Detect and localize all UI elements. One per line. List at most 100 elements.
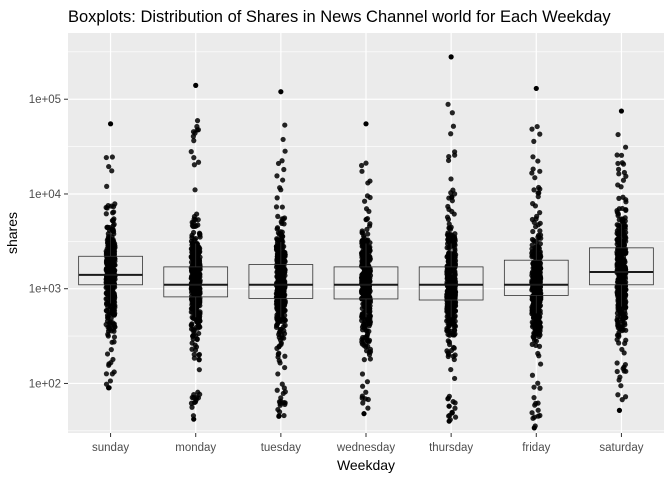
min-point [616,407,623,413]
iqr-box [418,266,484,301]
data-point [531,237,537,244]
data-point [532,175,538,181]
y-tick-label: 1e+02 [29,378,61,390]
data-point [530,273,536,279]
data-point [365,284,371,290]
data-point [619,397,625,403]
data-point [361,337,367,343]
data-point [190,133,196,139]
data-point [104,291,110,297]
data-point [614,360,620,366]
data-point [280,300,286,306]
data-point [531,187,537,193]
data-point [445,317,451,323]
data-point [535,350,541,357]
data-point [620,177,627,183]
data-point [359,395,365,401]
data-point [537,252,543,258]
data-point [189,394,195,401]
data-point [447,330,453,336]
data-point [364,253,370,259]
data-point [367,268,373,275]
x-axis-title: Weekday [337,457,395,473]
data-point [188,322,195,328]
data-point [279,270,285,277]
data-point [196,289,202,295]
data-point [530,334,536,340]
data-point [622,224,628,230]
min-point [276,413,282,419]
data-point [448,176,454,182]
data-point [361,342,367,348]
data-point [280,136,286,143]
max-point [363,121,369,127]
data-point [104,259,110,265]
data-point [537,168,543,174]
data-point [615,166,622,173]
data-point [109,168,115,174]
data-point [619,205,625,212]
data-point [531,395,537,401]
data-point [451,211,457,217]
data-point [194,304,200,311]
data-point [536,330,542,336]
data-point [535,158,541,164]
data-point [451,258,457,265]
y-axis: 1e+02 1e+03 1e+04 1e+05 [29,94,68,390]
data-point [191,355,197,361]
data-point [447,244,453,250]
data-point [446,403,452,409]
data-point [103,211,109,217]
data-point [445,157,452,164]
box-thursday [418,243,484,318]
data-point [190,219,197,226]
data-point [107,301,113,307]
data-point [188,259,195,265]
data-point [360,327,366,333]
data-point [366,352,373,358]
x-tick-label: monday [175,442,216,454]
max-point [533,85,539,92]
data-point [537,319,543,326]
data-point [529,287,535,293]
iqr-box [78,255,143,286]
max-point [107,121,114,127]
data-point [537,228,543,234]
min-point [446,418,452,424]
data-point [363,216,369,223]
data-point [276,409,283,415]
data-point [104,351,111,357]
data-point [275,230,282,236]
data-point [532,315,538,321]
data-point [615,223,622,229]
data-point [276,246,282,252]
data-point [191,399,198,406]
data-point [363,348,370,354]
min-point [105,385,112,391]
data-point [615,325,621,331]
data-point [108,360,114,366]
max-point [278,89,284,95]
data-point [537,131,543,137]
data-point [621,320,628,326]
data-point [446,339,453,345]
box-sunday [78,233,143,304]
data-point [451,345,457,351]
data-point [623,197,629,203]
data-point [444,271,450,277]
data-point [447,265,453,271]
data-point [535,407,541,413]
data-point [107,310,113,316]
data-point [450,234,456,240]
data-point [275,213,281,219]
data-point [615,131,621,138]
data-point [530,261,536,267]
data-point [535,413,541,419]
data-point [367,308,373,314]
data-point [279,204,285,210]
data-point [276,263,282,269]
box-friday [503,237,569,314]
data-point [617,229,624,236]
data-point [111,240,118,247]
data-point [104,183,110,189]
